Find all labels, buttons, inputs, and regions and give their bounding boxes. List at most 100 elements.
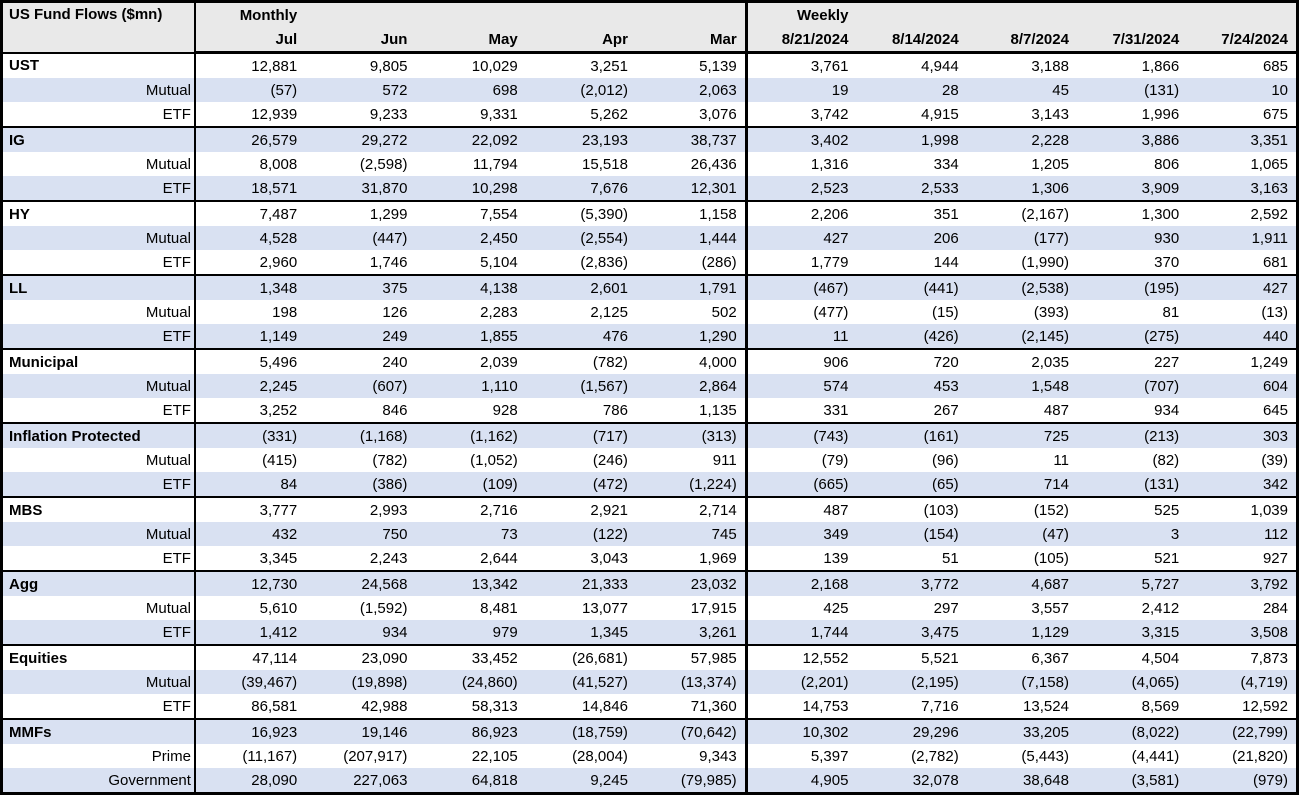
monthly-value-cell: 249 (382, 327, 408, 345)
weekly-value-cell: 453 (933, 377, 959, 395)
weekly-value-cell: 930 (1154, 229, 1180, 247)
weekly-value-cell: 927 (1262, 549, 1288, 567)
weekly-value-cell: 29,296 (856, 718, 967, 744)
monthly-value-cell: 57,985 (635, 644, 748, 670)
monthly-value-cell: 23,032 (635, 570, 748, 596)
weekly-value-cell: 3,557 (1031, 599, 1069, 617)
monthly-value-cell: (386) (372, 475, 408, 493)
weekly-value-cell: (4,441) (1131, 747, 1180, 765)
weekly-value-cell: 3,143 (1031, 105, 1069, 123)
weekly-value-cell: (2,538) (966, 274, 1077, 300)
weekly-value-cell: 303 (1187, 422, 1298, 448)
category-label: MMFs (1, 718, 196, 744)
monthly-value-cell: 911 (635, 448, 748, 472)
monthly-value-cell: (331) (194, 422, 306, 448)
sub-row-label: ETF (1, 398, 196, 423)
weekly-value-cell: (131) (1144, 81, 1180, 99)
monthly-value-cell: (26,681) (525, 644, 636, 670)
monthly-value-cell: (57) (270, 81, 298, 99)
section-header-row: US Fund Flows ($mn) Monthly Weekly (1, 1, 1298, 53)
monthly-value-cell: 4,528 (259, 229, 298, 247)
monthly-section-label: Monthly (194, 1, 306, 27)
weekly-value-cell: (467) (746, 274, 857, 300)
monthly-value-cell: 12,939 (251, 105, 298, 123)
weekly-value-cell: (275) (1144, 327, 1180, 345)
weekly-value-cell: 4,944 (856, 51, 967, 78)
weekly-value-cell: 284 (1262, 599, 1288, 617)
sub-row-label: ETF (1, 694, 196, 719)
category-label: HY (1, 200, 196, 226)
monthly-value-cell: 29,272 (305, 126, 416, 152)
monthly-value-cell: 26,579 (194, 126, 306, 152)
monthly-value-cell: (1,162) (415, 422, 526, 448)
monthly-value-cell: 9,245 (590, 771, 628, 789)
sub-row-label: Mutual (1, 78, 196, 102)
weekly-value-cell: (15) (932, 303, 959, 321)
monthly-value-cell: (41,527) (572, 673, 628, 691)
sub-row: Mutual 8,008 (2,598) 11,794 15,518 26,436 1,31… (1, 152, 1298, 176)
weekly-value-cell: 11 (832, 327, 849, 345)
monthly-value-cell: 1,791 (635, 274, 748, 300)
monthly-value-cell: 5,139 (635, 51, 748, 78)
weekly-value-cell: 10,302 (746, 718, 857, 744)
weekly-value-cell: 51 (942, 549, 959, 567)
monthly-value-cell: 22,092 (415, 126, 526, 152)
monthly-value-cell: 10,298 (471, 179, 518, 197)
weekly-value-cell: 7,716 (921, 697, 959, 715)
monthly-value-cell: 1,299 (305, 200, 416, 226)
monthly-value-cell: (1,567) (580, 377, 628, 395)
weekly-value-cell: (47) (1042, 525, 1069, 543)
weekly-value-cell: 714 (1043, 475, 1069, 493)
sub-row-label: ETF (1, 102, 196, 127)
weekly-value-cell: 1,911 (1251, 229, 1288, 247)
monthly-value-cell: 1,444 (635, 226, 748, 250)
monthly-value-cell: 7,676 (590, 179, 628, 197)
weekly-value-cell: 3,742 (810, 105, 849, 123)
weekly-value-cell: 2,228 (966, 126, 1077, 152)
weekly-value-cell: 4,504 (1076, 644, 1188, 670)
sub-row-label: Mutual (1, 596, 196, 620)
weekly-value-cell: 38,648 (1023, 771, 1069, 789)
weekly-value-cell: (393) (1033, 303, 1069, 321)
monthly-value-cell: 9,805 (305, 51, 416, 78)
weekly-value-cell: (105) (1033, 549, 1069, 567)
monthly-value-cell: 2,283 (480, 303, 518, 321)
monthly-value-cell: 9,343 (635, 744, 748, 768)
monthly-value-cell: (607) (372, 377, 408, 395)
sub-row-label: Mutual (1, 152, 196, 176)
header-spacer (1076, 1, 1188, 27)
weekly-value-cell: (96) (932, 451, 959, 469)
monthly-value-cell: 698 (492, 81, 518, 99)
weekly-value-cell: 2,206 (746, 200, 857, 226)
monthly-value-cell: 11,794 (472, 155, 518, 173)
monthly-value-cell: 2,039 (415, 348, 526, 374)
weekly-value-cell: (154) (923, 525, 959, 543)
monthly-value-cell: 12,881 (194, 51, 306, 78)
monthly-value-cell: 2,864 (635, 374, 748, 398)
monthly-value-cell: (11,167) (242, 747, 298, 765)
header-spacer (635, 1, 748, 27)
monthly-value-cell: 22,105 (471, 747, 518, 765)
weekly-value-cell: 12,592 (1242, 697, 1288, 715)
weekly-value-cell: 81 (1162, 303, 1180, 321)
monthly-value-cell: (1,052) (470, 451, 518, 469)
monthly-value-cell: 2,716 (415, 496, 526, 522)
monthly-value-cell: 750 (382, 525, 408, 543)
weekly-value-cell: 8,569 (1141, 697, 1180, 715)
monthly-value-cell: (286) (635, 250, 748, 275)
monthly-value-cell: 9,331 (480, 105, 518, 123)
sub-row-label: Mutual (1, 226, 196, 250)
sub-row: Mutual 2,245 (607) 1,110 (1,567) 2,864 574 453 1… (1, 374, 1298, 398)
monthly-value-cell: 33,452 (415, 644, 526, 670)
sub-row: Prime (11,167) (207,917) 22,105 (28,004) 9,34… (1, 744, 1298, 768)
sub-row: ETF 1,412 934 979 1,345 3,261 1,744 3,475 1,129 3… (1, 620, 1298, 645)
weekly-value-cell: (2,201) (800, 673, 849, 691)
weekly-value-cell: 2,412 (1141, 599, 1180, 617)
category-row: MBS 3,777 2,993 2,716 2,921 2,714 487 (103) (152… (1, 496, 1298, 522)
monthly-value-cell: 86,581 (251, 697, 298, 715)
monthly-value-cell: 1,345 (590, 623, 628, 641)
monthly-value-cell: 2,960 (259, 253, 298, 271)
weekly-value-cell: 3 (1170, 525, 1180, 543)
category-row: Inflation Protected (331) (1,168) (1,162) (7… (1, 422, 1298, 448)
monthly-value-cell: (207,917) (343, 747, 408, 765)
